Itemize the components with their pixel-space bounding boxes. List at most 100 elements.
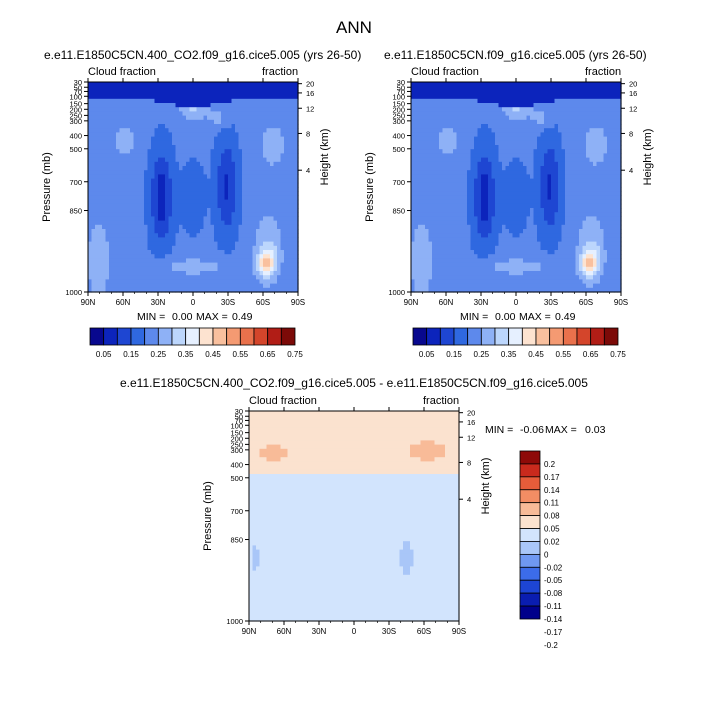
panel-2-field <box>411 82 622 293</box>
colorbar-swatch <box>603 327 619 346</box>
colorbar-swatch <box>226 327 241 346</box>
colorbar-swatch <box>562 327 578 346</box>
colorbar-swatch <box>198 327 214 346</box>
panel-2-xtick: 60S <box>579 298 593 307</box>
panel-3-ytick: 70 <box>235 416 243 425</box>
panel-1-ytick: 400 <box>69 132 82 141</box>
colorbar-swatch <box>519 528 541 542</box>
colorbar-swatch <box>280 327 296 346</box>
panel-1-ytick: 100 <box>69 92 82 101</box>
panel-3-ytick: 200 <box>230 434 243 443</box>
panel2-min-label: MIN = <box>460 311 489 323</box>
panel1-min-value: 0.00 <box>172 311 193 323</box>
colorbar-label: 0.2 <box>544 460 556 469</box>
panel-3-ytick-right: 12 <box>467 433 475 442</box>
panel-2-ytick: 50 <box>397 83 405 92</box>
colorbar-swatch <box>519 476 541 491</box>
panel-3-xtick: 60N <box>277 627 292 636</box>
panel-2-ytick-right: 12 <box>629 104 637 113</box>
panel-1-ytick: 200 <box>69 105 82 114</box>
panel-2-ytick: 300 <box>392 117 405 126</box>
colorbar-swatch <box>212 327 228 346</box>
panel-1-ytick: 50 <box>74 83 82 92</box>
panel-1-ytick: 300 <box>69 117 82 126</box>
panel-3-ylabel-left: Pressure (mb) <box>202 481 214 551</box>
colorbar-swatch <box>453 327 469 346</box>
colorbar-label: 0.11 <box>544 499 560 508</box>
colorbar-label: 0.15 <box>123 350 139 359</box>
panel3-left-label: Cloud fraction <box>249 395 317 407</box>
colorbar-label: -0.14 <box>544 615 563 624</box>
colorbar-swatch <box>590 327 605 346</box>
panel1-max-value: 0.49 <box>232 311 253 323</box>
panel-2-ytick: 700 <box>392 178 405 187</box>
panel-3-ytick: 700 <box>230 507 243 516</box>
panel-3-xtick: 30S <box>382 627 396 636</box>
colorbar-label: -0.08 <box>544 589 563 598</box>
panel-2-ytick: 1000 <box>388 288 405 297</box>
colorbar-label: 0.05 <box>96 350 112 359</box>
panel-1-xtick: 0 <box>191 298 196 307</box>
colorbar-swatch <box>519 592 541 607</box>
panel-1-field <box>88 82 299 293</box>
panel-3-xtick: 60S <box>417 627 431 636</box>
panel-1-xtick: 60S <box>256 298 270 307</box>
colorbar-swatch <box>467 327 482 346</box>
colorbar-label: 0.14 <box>544 486 560 495</box>
colorbar-label: 0.35 <box>501 350 517 359</box>
panel3-min-label: MIN = <box>485 424 514 436</box>
panel-1-ytick: 850 <box>69 207 82 216</box>
panel-1-xtick: 60N <box>116 298 131 307</box>
panel-2-colorbar: 0.05 0.15 0.25 0.35 0.45 0.55 0.65 0.75 <box>412 327 626 359</box>
colorbar-label: 0.65 <box>260 350 276 359</box>
panel-2-ytick-right: 4 <box>629 166 633 175</box>
colorbar-label: 0.45 <box>528 350 544 359</box>
panel-1-ytick-right: 12 <box>306 104 314 113</box>
colorbar-swatch <box>519 566 541 581</box>
panel-2: 90N 60N 30N 0 30S 60S 90S 305070100150200250300… <box>364 78 654 359</box>
panel-1-ytick: 500 <box>69 145 82 154</box>
panel-3-field <box>249 411 460 622</box>
main-title: ANN <box>336 18 372 37</box>
panel-3-ytick-right: 4 <box>467 495 471 504</box>
panel-2-ytick: 500 <box>392 145 405 154</box>
panel2-right-label: fraction <box>585 66 622 78</box>
colorbar-swatch <box>412 327 428 346</box>
panel-3-ytick: 250 <box>230 440 243 449</box>
panel-3-ytick: 1000 <box>226 617 243 626</box>
colorbar-label: 0 <box>544 550 549 559</box>
panel-2-ytick: 30 <box>397 78 405 87</box>
panel-2-ytick-right: 8 <box>629 129 633 138</box>
panel-2-xtick: 90S <box>614 298 628 307</box>
colorbar-swatch <box>494 327 510 346</box>
panel-3-ytick-right: 16 <box>467 418 475 427</box>
panel-2-ytick: 250 <box>392 111 405 120</box>
colorbar-swatch <box>144 327 159 346</box>
panel-3-ytick: 400 <box>230 461 243 470</box>
panel-1-ytick: 250 <box>69 111 82 120</box>
panel3-max-value: 0.03 <box>585 424 606 436</box>
panel-2-xtick: 30S <box>544 298 558 307</box>
panel2-title: e.e11.E1850C5CN.f09_g16.cice5.005 (yrs 2… <box>384 48 647 62</box>
panel1-min-label: MIN = <box>137 311 166 323</box>
panel-1-ytick-right: 4 <box>306 166 310 175</box>
colorbar-label: -0.05 <box>544 576 563 585</box>
colorbar-label: 0.65 <box>583 350 599 359</box>
panel3-max-label: MAX = <box>545 424 577 436</box>
colorbar-swatch <box>519 605 541 620</box>
panel-3-ytick: 150 <box>230 429 243 438</box>
colorbar-swatch <box>171 327 187 346</box>
colorbar-swatch <box>549 327 564 346</box>
colorbar-swatch <box>519 463 541 478</box>
panel-3-ytick: 850 <box>230 536 243 545</box>
panel-2-xtick: 90N <box>404 298 419 307</box>
panel-3: 90N 60N 30N 0 30S 60S 90S305070100150200250300… <box>202 407 563 650</box>
colorbar-label: 0.75 <box>287 350 303 359</box>
panel-1-ytick: 70 <box>74 87 82 96</box>
panel-1-xtick: 90N <box>81 298 96 307</box>
panel-3-ytick: 30 <box>235 407 243 416</box>
panel-3-xtick: 0 <box>352 627 357 636</box>
colorbar-swatch <box>267 327 282 346</box>
panel-2-xtick: 60N <box>439 298 454 307</box>
